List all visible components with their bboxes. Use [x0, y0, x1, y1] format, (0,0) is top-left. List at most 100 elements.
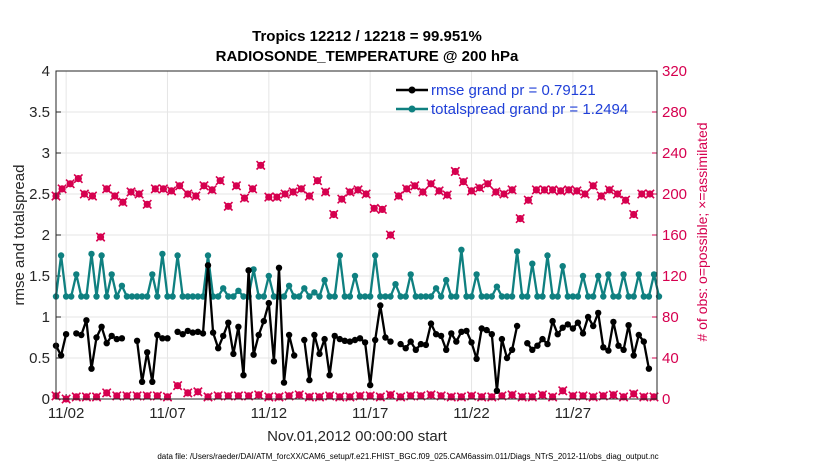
obs-count-upper-point — [596, 191, 607, 201]
obs-count-upper-point — [531, 185, 542, 195]
totalspread-point — [650, 271, 658, 278]
obs-count-upper-point — [353, 185, 363, 195]
obs-count-upper-point-cross — [564, 185, 574, 195]
obs-count-upper-point — [101, 184, 112, 194]
totalspread-point — [260, 293, 267, 300]
obs-count-upper-point-cross — [410, 181, 420, 191]
obs-count-lower-point — [162, 392, 173, 402]
obs-count-upper-point — [288, 187, 298, 197]
rmse-point — [184, 327, 191, 335]
obs-count-upper-point — [158, 184, 169, 194]
rmse-point — [321, 335, 328, 343]
totalspread-point — [610, 293, 617, 300]
totalspread-point — [296, 293, 303, 300]
totalspread-point — [316, 293, 323, 300]
totalspread-point — [306, 293, 313, 300]
obs-count-lower-point — [487, 392, 497, 402]
obs-count-upper-point-cross — [215, 175, 225, 186]
rmse-point — [448, 330, 455, 337]
obs-count-upper-point — [264, 192, 274, 202]
totalspread-point — [432, 285, 440, 292]
totalspread-point — [503, 293, 511, 300]
rmse-point — [199, 330, 207, 337]
obs-count-upper-point-cross — [466, 186, 477, 196]
totalspread-point — [311, 289, 318, 296]
rmse-point — [285, 331, 293, 339]
obs-count-lower-point-cross — [172, 380, 183, 391]
rmse-point — [113, 335, 121, 343]
obs-count-upper-point-cross — [588, 181, 598, 191]
obs-count-upper-point-cross — [555, 186, 566, 196]
obs-count-upper-point-cross — [612, 189, 623, 199]
rmse-point — [437, 332, 445, 340]
rmse-point — [118, 335, 126, 342]
totalspread-point — [402, 293, 409, 300]
obs-count-upper-point — [393, 191, 404, 201]
obs-count-upper-point — [110, 191, 120, 201]
rmse-point — [549, 317, 556, 325]
totalspread-point — [437, 293, 445, 300]
obs-count-lower-point — [426, 390, 436, 400]
obs-count-upper-point — [637, 189, 647, 199]
totalspread-point — [422, 293, 430, 300]
totalspread-point — [625, 293, 632, 300]
obs-count-upper-point-cross — [174, 181, 185, 191]
rmse-point — [291, 352, 298, 359]
obs-count-lower-point — [537, 390, 548, 400]
rmse-point — [468, 339, 475, 346]
obs-count-lower-point — [588, 392, 598, 402]
totalspread-point — [113, 293, 121, 300]
totalspread-point — [529, 260, 536, 267]
totalspread-point — [412, 293, 419, 300]
obs-count-upper-point-cross — [491, 187, 501, 197]
totalspread-point — [458, 246, 465, 253]
x-axis-label: Nov.01,2012 00:00:00 start — [267, 428, 448, 445]
rmse-point — [397, 340, 404, 348]
obs-count-upper-point — [612, 189, 623, 199]
totalspread-point — [123, 293, 131, 300]
totalspread-point — [493, 283, 501, 290]
obs-count-lower-point — [294, 390, 305, 400]
y-left-tick-label: 2.5 — [29, 186, 50, 203]
obs-count-lower-point-cross — [547, 392, 558, 402]
obs-count-upper-point — [247, 184, 258, 194]
totalspread-point — [88, 250, 95, 258]
rmse-point — [361, 339, 369, 346]
totalspread-point — [559, 263, 566, 270]
totalspread-point — [346, 293, 354, 300]
obs-count-upper-point — [255, 160, 266, 171]
rmse-point — [645, 365, 653, 372]
rmse-point — [215, 345, 222, 352]
obs-count-lower-point-cross — [639, 392, 649, 402]
obs-count-upper-point-cross — [182, 189, 193, 199]
obs-count-upper-point — [580, 189, 590, 199]
obs-count-upper-point — [401, 184, 412, 194]
obs-count-lower-point-cross — [162, 392, 173, 402]
obs-count-upper-point-cross — [95, 232, 106, 242]
rmse-point — [605, 347, 612, 354]
rmse-point — [473, 355, 480, 362]
obs-count-upper-point-cross — [328, 209, 339, 220]
y-left-tick-label: 3.5 — [29, 104, 50, 121]
obs-count-upper-point-cross — [304, 191, 315, 201]
rmse-point — [387, 338, 394, 345]
rmse-point — [427, 320, 435, 327]
obs-count-upper-point — [126, 187, 136, 197]
rmse-point — [270, 358, 278, 365]
rmse-point — [57, 352, 65, 359]
totalspread-point — [128, 293, 136, 300]
totalspread-point — [250, 266, 257, 273]
obs-count-lower-point — [446, 392, 457, 402]
totalspread-point — [73, 271, 80, 278]
obs-count-lower-point-cross — [91, 392, 102, 402]
rmse-point — [220, 332, 227, 340]
obs-count-upper-point-cross — [199, 181, 209, 191]
obs-count-upper-point — [87, 191, 98, 201]
y-left-tick-label: 0.5 — [29, 350, 50, 367]
totalspread-point — [62, 293, 70, 300]
totalspread-point — [169, 293, 176, 300]
obs-count-upper-point-cross — [499, 189, 509, 199]
totalspread-point — [220, 285, 227, 292]
obs-count-upper-point-cross — [247, 184, 258, 194]
obs-count-upper-point — [280, 189, 290, 199]
